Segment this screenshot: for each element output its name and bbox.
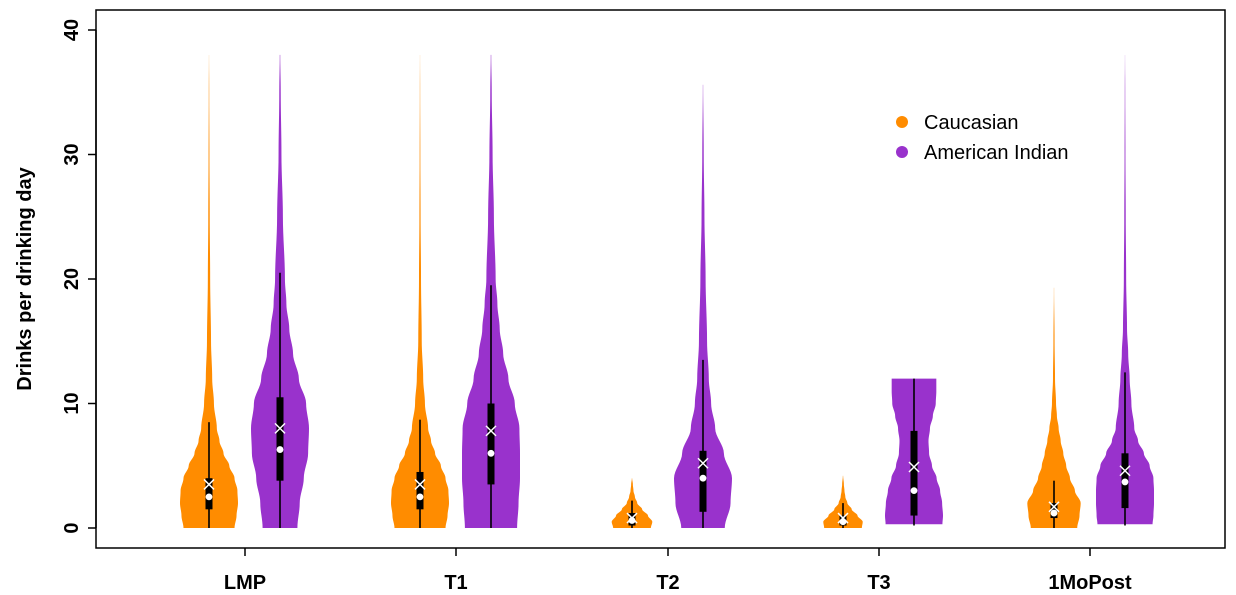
violin-body xyxy=(674,84,732,528)
y-axis-title: Drinks per drinking day xyxy=(14,166,36,390)
violin-iqr-box xyxy=(910,430,918,516)
violin-caucasian-t3 xyxy=(823,475,863,528)
violin-caucasian-t1 xyxy=(391,54,449,529)
x-tick-label-t2: T2 xyxy=(656,572,679,594)
violin-body xyxy=(1096,54,1154,525)
y-tick-label: 20 xyxy=(61,268,83,290)
violin-median-point xyxy=(699,474,707,482)
violin-american-indian-t3 xyxy=(885,378,943,526)
y-tick-label: 40 xyxy=(61,19,83,41)
violin-mean-marker xyxy=(274,422,286,434)
violin-median-point xyxy=(1121,478,1129,486)
violin-body xyxy=(823,475,863,528)
violin-american-indian-1mopost xyxy=(1096,54,1154,526)
x-tick-label-1mopost: 1MoPost xyxy=(1048,572,1132,594)
y-tick-label: 30 xyxy=(61,143,83,165)
violin-mean-marker xyxy=(908,461,920,473)
violin-caucasian-lmp xyxy=(180,54,238,529)
x-tick-label-lmp: LMP xyxy=(224,572,266,594)
violin-median-point xyxy=(1050,509,1058,517)
legend: Caucasian American Indian xyxy=(896,112,1069,164)
legend-label-caucasian: Caucasian xyxy=(924,112,1019,134)
violin-body xyxy=(1027,287,1081,528)
violin-body xyxy=(180,54,238,529)
violin-iqr-box xyxy=(487,403,495,485)
violin-body xyxy=(391,54,449,529)
violin-iqr-box xyxy=(276,397,284,481)
violin-caucasian-1mopost xyxy=(1027,287,1081,528)
violin-american-indian-t2 xyxy=(674,84,732,528)
legend-label-american-indian: American Indian xyxy=(924,142,1069,164)
y-axis: 0 10 20 30 40 xyxy=(61,19,97,534)
violin-american-indian-lmp xyxy=(251,54,309,529)
x-tick-label-t1: T1 xyxy=(444,572,467,594)
violin-median-point xyxy=(416,493,424,501)
violin-mean-marker xyxy=(414,478,426,490)
violin-mean-marker xyxy=(837,512,849,524)
legend-swatch-caucasian xyxy=(896,116,908,128)
violin-median-point xyxy=(910,487,918,495)
violin-mean-marker xyxy=(203,478,215,490)
violin-mean-marker xyxy=(485,425,497,437)
violin-mean-marker xyxy=(1048,501,1060,513)
violin-median-point xyxy=(487,449,495,457)
violin-median-point xyxy=(276,446,284,453)
violin-iqr-box xyxy=(416,471,424,510)
y-tick-label: 10 xyxy=(61,392,83,414)
violin-mean-marker xyxy=(697,457,709,469)
violins-layer xyxy=(180,54,1154,529)
violin-american-indian-t1 xyxy=(462,54,520,529)
x-tick-label-t3: T3 xyxy=(867,572,890,594)
violin-median-point xyxy=(205,493,213,501)
violin-mean-marker xyxy=(1119,465,1131,477)
x-axis: LMP T1 T2 T3 1MoPost xyxy=(224,548,1132,594)
violin-caucasian-t2 xyxy=(611,478,653,528)
legend-swatch-american-indian xyxy=(896,146,908,158)
violin-mean-marker xyxy=(626,512,638,524)
y-tick-label: 0 xyxy=(61,522,83,533)
